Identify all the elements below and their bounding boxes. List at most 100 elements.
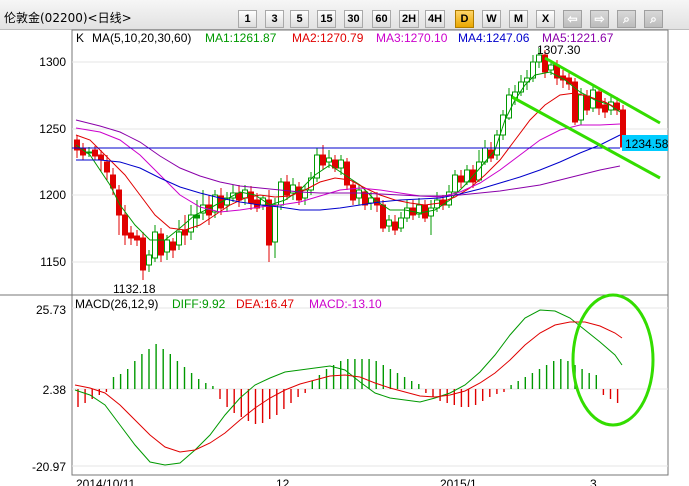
candle-body — [320, 154, 326, 166]
period-2h-button[interactable]: 2H — [399, 10, 420, 28]
period-m-button[interactable]: M — [509, 10, 528, 28]
candle-body — [452, 174, 458, 193]
zoom-in-icon[interactable]: ⌕ — [617, 10, 636, 28]
period-d-button[interactable]: D — [455, 10, 474, 28]
candle-body — [236, 192, 242, 201]
macd-value-legend: MACD:-13.10 — [309, 297, 382, 311]
candle-body — [176, 231, 182, 246]
low-price-label: 1132.18 — [113, 282, 156, 296]
candle-body — [152, 231, 158, 259]
candle-body — [386, 219, 392, 227]
left-arrow-icon[interactable]: ⇦ — [563, 10, 582, 28]
candle-body — [416, 204, 422, 215]
period-1-button[interactable]: 1 — [238, 10, 257, 28]
candle-body — [224, 197, 230, 206]
candle-body — [74, 139, 80, 151]
ma1-line — [75, 71, 621, 241]
candle-body — [104, 161, 110, 173]
current-price-label: 1234.58 — [625, 137, 669, 151]
y-tick-1250: 1250 — [39, 122, 66, 136]
candle-body — [380, 204, 386, 229]
period-3-button[interactable]: 3 — [265, 10, 284, 28]
chart-toolbar: 伦敦金(02200)<日线> 1 3 5 15 30 60 2H 4H D W M X ⇦ ⇨ ⌕ ⌕ — [0, 0, 689, 30]
high-price-label: 1307.30 — [537, 43, 581, 57]
candle-body — [356, 189, 362, 199]
candle-body — [578, 94, 584, 121]
candle-body — [122, 214, 128, 236]
candle-body — [140, 237, 146, 271]
candle-body — [110, 174, 116, 189]
candle-body — [488, 149, 494, 159]
period-5-button[interactable]: 5 — [290, 10, 309, 28]
candle-body — [602, 104, 608, 113]
highlight-circle — [571, 293, 655, 427]
y-tick-1200: 1200 — [39, 188, 66, 202]
ma4-line — [76, 134, 621, 211]
candle-body — [290, 184, 296, 194]
ma3-legend: MA3:1270.10 — [376, 31, 448, 45]
x-tick-2: 12 — [276, 477, 290, 486]
candle-body — [164, 239, 170, 253]
ma-title: MA(5,10,20,30,60) — [92, 31, 192, 45]
ma2-line — [75, 92, 621, 231]
candle-body — [200, 204, 206, 214]
candle-body — [194, 214, 200, 219]
period-60-button[interactable]: 60 — [372, 10, 391, 28]
candle-body — [272, 204, 278, 243]
right-arrow-icon[interactable]: ⇨ — [590, 10, 609, 28]
candle-body — [548, 64, 554, 71]
macd-chart-frame — [71, 294, 669, 476]
main-grid — [72, 61, 668, 467]
ma4-legend: MA4:1247.06 — [458, 31, 530, 45]
candle-body — [368, 197, 374, 204]
period-4h-button[interactable]: 4H — [425, 10, 446, 28]
candle-body — [428, 207, 434, 217]
candle-body — [98, 154, 104, 161]
y-tick-1150: 1150 — [40, 255, 66, 269]
candle-body — [182, 229, 188, 236]
x-tick-1: 2014/10/11 — [76, 477, 136, 486]
current-price-badge — [622, 135, 668, 151]
period-x-button[interactable]: X — [536, 10, 555, 28]
macd-diff-legend: DIFF:9.92 — [172, 297, 226, 311]
y-tick-1300: 1300 — [39, 55, 66, 69]
period-15-button[interactable]: 15 — [317, 10, 336, 28]
trend-line-upper — [544, 56, 661, 125]
macd-y-tick-bottom: -20.97 — [31, 460, 66, 474]
candle-body — [542, 54, 548, 73]
x-tick-3: 2015/1 — [440, 477, 477, 486]
macd-histogram — [77, 344, 619, 424]
candle-body — [392, 221, 398, 231]
macd-dea-legend: DEA:16.47 — [236, 297, 295, 311]
macd-dea-line — [74, 321, 623, 453]
period-w-button[interactable]: W — [482, 10, 501, 28]
candle-body — [146, 254, 152, 266]
candle-body — [92, 149, 98, 157]
candle-body — [536, 54, 542, 63]
candle-body — [266, 199, 272, 246]
ma5-legend: MA5:1221.67 — [542, 31, 614, 45]
candle-body — [308, 177, 314, 191]
candle-body — [158, 233, 164, 256]
period-30-button[interactable]: 30 — [344, 10, 363, 28]
candle-body — [314, 154, 320, 179]
candle-body — [326, 157, 332, 163]
candle-body — [398, 217, 404, 229]
macd-y-tick-top: 25.73 — [35, 303, 66, 317]
candle-body — [170, 241, 176, 251]
k-label: K — [76, 31, 85, 45]
candle-body — [284, 181, 290, 196]
candle-body — [344, 161, 350, 186]
trend-line-lower — [511, 95, 661, 180]
macd-title: MACD(26,12,9) — [75, 297, 159, 311]
macd-y-tick-mid: 2.38 — [42, 383, 66, 397]
candle-body — [362, 191, 368, 206]
candlestick-series — [74, 48, 626, 280]
ma5-line — [75, 119, 621, 197]
candle-body — [404, 207, 410, 219]
candle-body — [584, 95, 590, 111]
zoom-out-icon[interactable]: ⌕ — [644, 10, 663, 28]
candle-body — [458, 175, 464, 183]
ma1-legend: MA1:1261.87 — [205, 31, 277, 45]
